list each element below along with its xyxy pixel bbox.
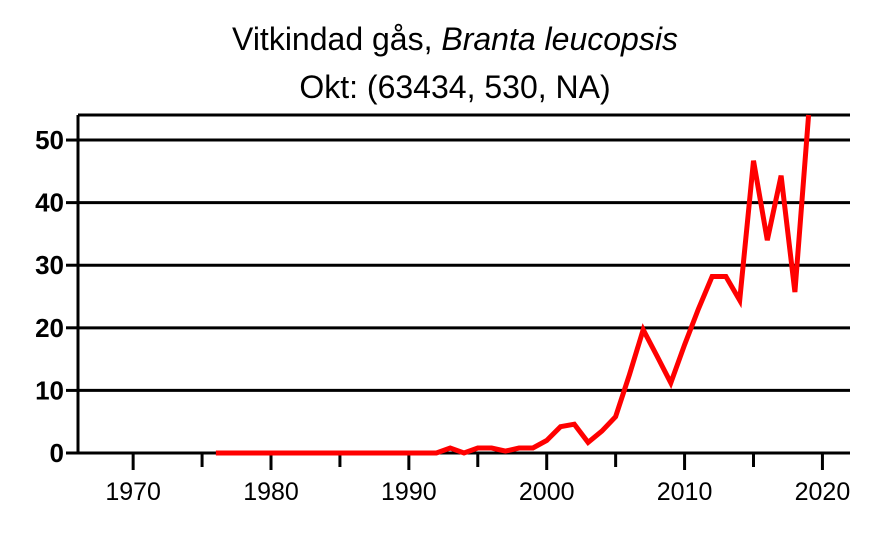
- chart-subtitle: Okt: (63434, 530, NA): [299, 69, 610, 105]
- y-tick-label-30: 30: [35, 250, 64, 280]
- x-tick-label-2000: 2000: [519, 478, 575, 506]
- x-tick-label-1990: 1990: [381, 478, 437, 506]
- series-line-0: [215, 114, 812, 456]
- axes: 0 10 20 30 40 50 1970 1980 1990 2000 2010 2020: [35, 115, 850, 506]
- y-tick-label-0: 0: [50, 438, 64, 468]
- y-tick-label-10: 10: [35, 375, 64, 405]
- y-tick-label-50: 50: [35, 125, 64, 155]
- x-tick-label-2020: 2020: [795, 478, 851, 506]
- chart-title: Vitkindad gås, Branta leucopsis: [232, 21, 678, 57]
- chart-title-text: Vitkindad gås,: [232, 21, 441, 57]
- y-tick-label-40: 40: [35, 188, 64, 218]
- x-tick-label-1970: 1970: [105, 478, 161, 506]
- series-group: [215, 114, 812, 456]
- x-tick-label-2010: 2010: [657, 478, 713, 506]
- y-tick-label-20: 20: [35, 313, 64, 343]
- gridlines: [78, 113, 850, 455]
- chart-title-species: Branta leucopsis: [441, 21, 678, 57]
- x-tick-label-1980: 1980: [243, 478, 299, 506]
